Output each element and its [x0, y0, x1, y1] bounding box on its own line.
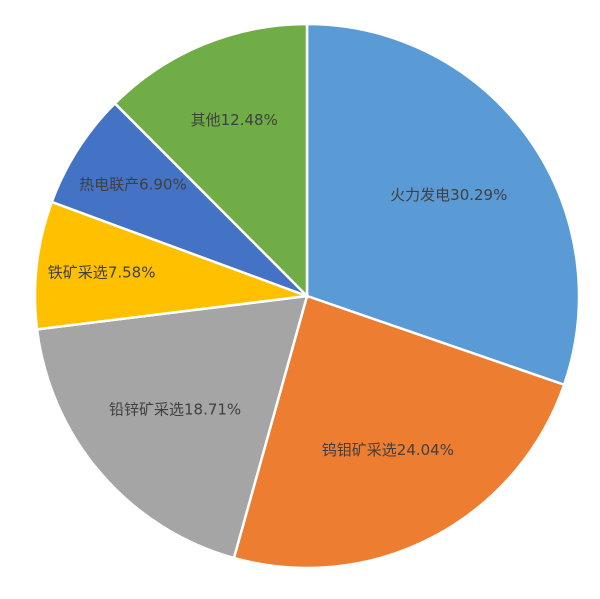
- pie-slice: [232, 294, 566, 570]
- pie-slice: [305, 22, 581, 387]
- category-label: 热电联产: [79, 175, 139, 193]
- value-label: 24.04%: [397, 441, 454, 459]
- pie-slice: [50, 101, 308, 298]
- data-label: 其他12.48%: [191, 111, 278, 129]
- category-label: 其他: [191, 111, 221, 129]
- value-label: 30.29%: [450, 185, 507, 203]
- pie-slice: [113, 22, 309, 300]
- value-label: 12.48%: [221, 111, 278, 129]
- data-label: 铅锌矿采选18.71%: [109, 400, 241, 418]
- category-label: 钨钼矿采选: [322, 441, 397, 459]
- pie-slice: [33, 200, 308, 331]
- value-label: 18.71%: [184, 400, 241, 418]
- pie-slice: [35, 294, 309, 560]
- data-label: 热电联产6.90%: [79, 175, 187, 193]
- data-label: 铁矿采选7.58%: [48, 263, 156, 281]
- data-label: 火力发电30.29%: [390, 185, 507, 203]
- category-label: 铁矿采选: [48, 263, 108, 281]
- value-label: 6.90%: [139, 175, 187, 193]
- category-label: 铅锌矿采选: [109, 400, 184, 418]
- value-label: 7.58%: [108, 263, 156, 281]
- category-label: 火力发电: [390, 185, 450, 203]
- data-label: 钨钼矿采选24.04%: [322, 441, 454, 459]
